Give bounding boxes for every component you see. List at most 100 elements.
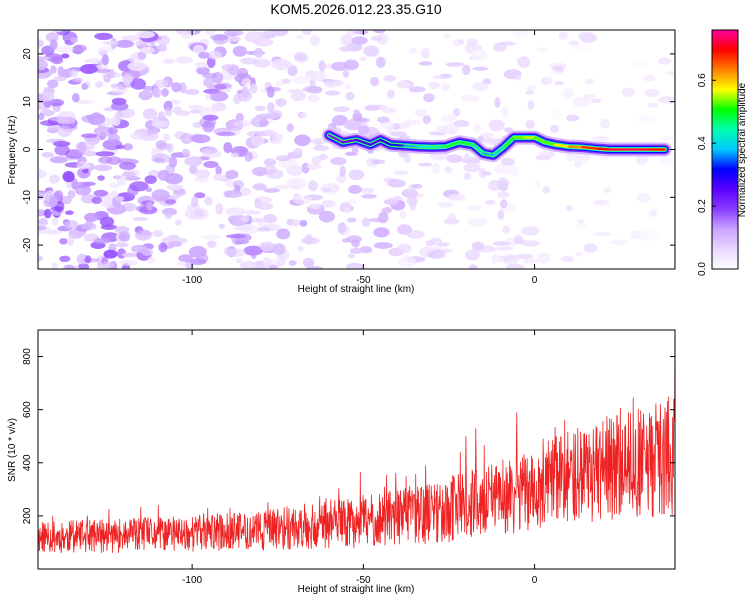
noise-blob: [106, 156, 122, 165]
noise-blob: [276, 228, 291, 240]
noise-blob: [351, 36, 368, 45]
noise-blob: [94, 164, 113, 172]
noise-blob: [102, 40, 119, 46]
signal-track-core: [502, 136, 516, 149]
noise-blob: [339, 165, 347, 177]
noise-blob: [164, 107, 173, 117]
noise-blob: [658, 57, 672, 65]
noise-blob: [460, 94, 479, 102]
noise-blob: [84, 255, 92, 264]
noise-blob: [41, 152, 55, 158]
noise-blob: [648, 209, 658, 217]
noise-blob: [428, 81, 441, 89]
noise-blob: [216, 131, 236, 137]
noise-blob: [115, 196, 125, 202]
noise-blob: [361, 217, 371, 227]
noise-blob: [593, 199, 610, 206]
noise-blob: [76, 161, 90, 170]
noise-blob: [218, 223, 225, 229]
signal-track-core: [567, 145, 584, 149]
noise-blob: [331, 115, 348, 126]
noise-blob: [324, 90, 341, 96]
noise-blob: [647, 102, 659, 108]
noise-blob: [252, 166, 268, 177]
noise-blob: [122, 73, 134, 85]
noise-blob: [67, 235, 75, 246]
noise-blob: [263, 129, 275, 136]
noise-blob: [453, 120, 470, 128]
noise-blob: [500, 157, 515, 166]
noise-blob: [51, 262, 58, 269]
signal-track-core: [543, 141, 557, 146]
noise-blob: [103, 249, 118, 259]
noise-blob: [517, 56, 531, 68]
noise-blob: [73, 44, 87, 53]
noise-blob: [318, 60, 326, 72]
signal-track-core: [595, 147, 612, 151]
snr-x-label: Height of straight line (km): [298, 584, 415, 595]
noise-blob: [514, 75, 522, 81]
noise-blob: [610, 239, 628, 246]
noise-blob: [164, 199, 176, 205]
noise-blob: [294, 134, 311, 147]
noise-blob: [389, 198, 399, 205]
noise-blob: [263, 158, 276, 166]
noise-blob: [152, 87, 161, 98]
noise-blob: [75, 99, 95, 105]
noise-blob: [273, 184, 289, 190]
noise-blob: [427, 250, 446, 259]
noise-blob: [38, 39, 44, 48]
noise-blob: [188, 104, 203, 110]
noise-blob: [392, 123, 401, 131]
noise-blob: [251, 217, 265, 223]
noise-blob: [307, 86, 323, 94]
noise-blob: [115, 39, 135, 48]
noise-blob: [409, 47, 417, 54]
noise-blob: [340, 34, 354, 46]
noise-blob: [147, 256, 156, 265]
noise-blob: [268, 264, 278, 269]
noise-blob: [38, 225, 47, 231]
spectrogram-x-ticks: -100 -50 0: [182, 30, 538, 286]
noise-blob: [115, 144, 125, 150]
noise-blob: [502, 225, 511, 234]
noise-blob: [207, 50, 222, 60]
noise-blob: [425, 240, 435, 247]
noise-blob: [644, 89, 660, 98]
noise-blob: [346, 262, 364, 269]
snr-y-label: SNR (10 * v/v): [7, 418, 18, 482]
noise-blob: [346, 235, 362, 244]
noise-blob: [579, 32, 597, 43]
noise-blob: [176, 261, 187, 266]
noise-blob: [38, 91, 55, 102]
noise-blob: [224, 190, 242, 198]
noise-blob: [75, 184, 92, 196]
noise-blob: [431, 162, 441, 175]
noise-blob: [463, 172, 472, 181]
noise-blob: [479, 132, 494, 138]
noise-blob: [202, 72, 217, 79]
noise-blob: [472, 66, 489, 71]
noise-blob: [482, 78, 492, 85]
noise-blob: [592, 232, 612, 237]
noise-blob: [494, 164, 513, 175]
noise-blob: [244, 151, 253, 162]
noise-blob: [210, 34, 229, 41]
noise-blob: [443, 33, 452, 39]
noise-blob: [515, 253, 534, 259]
noise-blob: [339, 46, 352, 52]
noise-blob: [286, 123, 294, 133]
spectrogram-y-ticks: 20 10 0 -10 -20: [22, 48, 675, 252]
noise-blob: [121, 35, 140, 42]
spectrogram-x-label: Height of straight line (km): [298, 284, 415, 295]
noise-blob: [542, 185, 551, 194]
noise-blob: [288, 260, 297, 266]
noise-blob: [77, 263, 90, 269]
noise-blob: [257, 227, 271, 232]
noise-blob: [527, 100, 535, 111]
snr-y-ticks: 200 400 600 800: [22, 348, 675, 524]
noise-blob: [194, 61, 208, 68]
noise-blob: [300, 112, 308, 118]
noise-blob: [80, 64, 98, 74]
noise-blob: [308, 203, 321, 210]
